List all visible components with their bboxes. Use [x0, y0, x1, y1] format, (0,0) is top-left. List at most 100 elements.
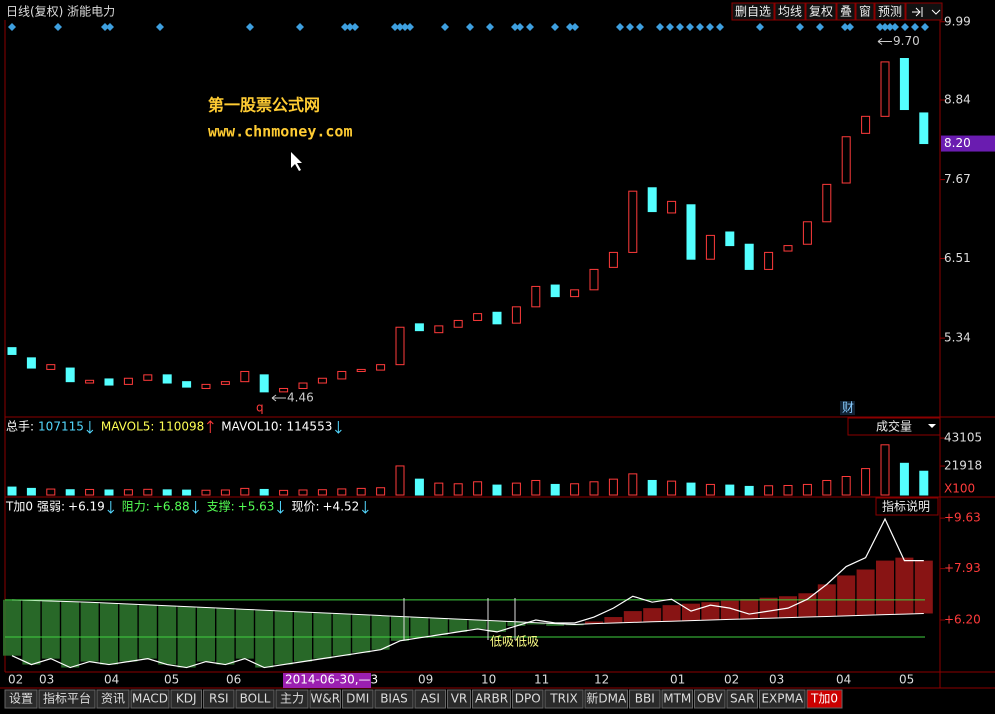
- volume-selector[interactable]: [847, 417, 941, 436]
- tab-label[interactable]: SAR: [730, 692, 754, 706]
- candle: [434, 325, 444, 334]
- tab-label[interactable]: BIAS: [380, 692, 408, 706]
- volume-bar: [531, 479, 541, 496]
- tab[interactable]: [235, 689, 275, 709]
- y-tick-label: +7.93: [944, 561, 981, 575]
- tab-label[interactable]: DMI: [346, 692, 369, 706]
- tab-label[interactable]: OBV: [697, 692, 723, 706]
- tab[interactable]: [661, 689, 693, 709]
- volume-bar: [240, 487, 250, 496]
- volume-bar: [570, 483, 580, 496]
- help-button[interactable]: [875, 497, 939, 516]
- strength-bar: [643, 608, 662, 622]
- toolbar-label[interactable]: 复权: [809, 5, 833, 19]
- tab-label[interactable]: KDJ: [176, 692, 197, 706]
- tab-label[interactable]: ARBR: [475, 692, 508, 706]
- toolbar-icon[interactable]: [912, 7, 941, 17]
- tab-label[interactable]: T加0: [810, 692, 838, 706]
- tab[interactable]: [472, 689, 511, 709]
- toolbar-button[interactable]: [855, 2, 875, 21]
- tab[interactable]: [170, 689, 202, 709]
- tab-label[interactable]: BOLL: [240, 692, 271, 706]
- tab[interactable]: [584, 689, 628, 709]
- volume-selector-label[interactable]: 成交量: [876, 419, 912, 434]
- tab[interactable]: [130, 689, 170, 709]
- toolbar-button[interactable]: [731, 2, 775, 21]
- toolbar-button[interactable]: [905, 2, 943, 21]
- tab-label[interactable]: VR: [451, 692, 468, 706]
- volume-bar: [453, 483, 463, 496]
- tab[interactable]: [726, 689, 758, 709]
- toolbar-label[interactable]: 叠: [840, 5, 852, 19]
- trend-arrow: [361, 501, 369, 514]
- tab[interactable]: [275, 689, 309, 709]
- tab[interactable]: [38, 689, 96, 709]
- tab-label[interactable]: 设置: [9, 692, 33, 706]
- tab-label[interactable]: EXPMA: [761, 692, 803, 706]
- tab[interactable]: [4, 689, 38, 709]
- volume-bar: [46, 488, 56, 496]
- help-label[interactable]: 指标说明: [882, 499, 930, 514]
- tab-label[interactable]: ASI: [421, 692, 440, 706]
- strength-bar: [3, 599, 21, 656]
- tab[interactable]: [203, 689, 235, 709]
- tab-label[interactable]: 主力: [280, 692, 304, 706]
- tab-label[interactable]: MTM: [663, 692, 691, 706]
- signal-diamond: [346, 23, 354, 31]
- toolbar-button[interactable]: [874, 2, 906, 21]
- toolbar-button[interactable]: [805, 2, 837, 21]
- strength-bar: [41, 601, 60, 659]
- tab-label[interactable]: 新DMA: [586, 691, 627, 706]
- tab[interactable]: [374, 689, 414, 709]
- toolbar-label[interactable]: 窗: [859, 5, 871, 19]
- strength-bar: [817, 584, 836, 617]
- tab[interactable]: [806, 689, 843, 709]
- tab-label[interactable]: DPO: [515, 692, 541, 706]
- tab-label[interactable]: 指标平台: [43, 691, 91, 706]
- signal-diamond: [616, 23, 624, 31]
- tab-label[interactable]: MACD: [132, 692, 168, 706]
- candle: [628, 190, 638, 253]
- tab-label[interactable]: 资讯: [101, 692, 125, 706]
- tab[interactable]: [96, 689, 130, 709]
- volume-header-value: 110098: [158, 420, 204, 434]
- tab-label[interactable]: BBI: [635, 692, 655, 706]
- dropdown-icon[interactable]: [928, 424, 936, 428]
- tab[interactable]: [629, 689, 661, 709]
- strength-bar: [449, 619, 468, 632]
- indicator-header-value: +6.88: [153, 500, 190, 514]
- tab[interactable]: [512, 689, 544, 709]
- y-tick-label: 9.99: [944, 14, 971, 28]
- tab[interactable]: [544, 689, 584, 709]
- toolbar-button[interactable]: [774, 2, 806, 21]
- signal-diamond: [566, 23, 574, 31]
- signal-diamond: [8, 23, 16, 31]
- signal-diamond: [816, 23, 824, 31]
- marker-cai: 财: [842, 401, 854, 415]
- candle: [123, 377, 133, 385]
- strength-bar: [798, 593, 817, 618]
- toolbar-button[interactable]: [836, 2, 856, 21]
- tab[interactable]: [694, 689, 726, 709]
- volume-header-value: 114553: [287, 420, 333, 434]
- toolbar-label[interactable]: 均线: [778, 5, 802, 19]
- tab-label[interactable]: TRIX: [549, 692, 577, 706]
- month-label: 05: [164, 673, 179, 687]
- volume-bar: [802, 483, 812, 496]
- month-label: 06: [226, 673, 241, 687]
- tab-label[interactable]: W&R: [310, 692, 340, 706]
- tab[interactable]: [759, 689, 806, 709]
- toolbar-label[interactable]: 删自选: [735, 5, 771, 19]
- tab[interactable]: [309, 689, 341, 709]
- volume-bar: [647, 479, 657, 496]
- volume-bar: [628, 473, 638, 496]
- tab-label[interactable]: RSI: [209, 692, 229, 706]
- indicator-header-label: 支撑:: [207, 499, 235, 514]
- tab[interactable]: [447, 689, 471, 709]
- signal-diamond: [891, 23, 899, 31]
- tab[interactable]: [342, 689, 374, 709]
- strength-bar: [80, 602, 99, 662]
- toolbar-label[interactable]: 预测: [878, 5, 902, 19]
- volume-bar: [259, 488, 269, 496]
- tab[interactable]: [414, 689, 446, 709]
